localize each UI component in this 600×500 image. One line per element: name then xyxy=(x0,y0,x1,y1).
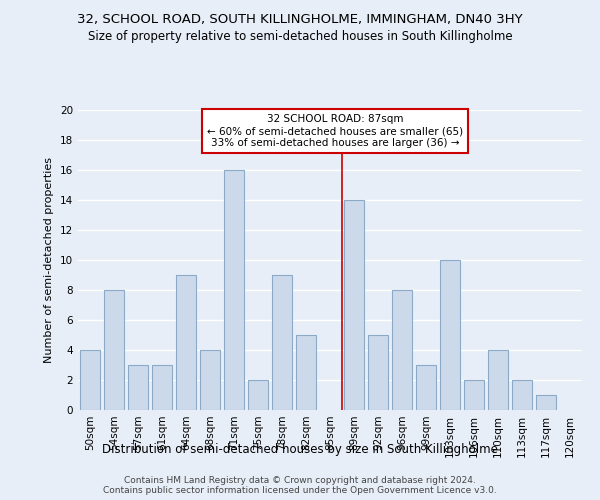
Bar xyxy=(368,335,388,410)
Bar xyxy=(104,290,124,410)
Bar xyxy=(152,365,172,410)
Bar xyxy=(176,275,196,410)
Bar xyxy=(416,365,436,410)
Bar xyxy=(272,275,292,410)
Bar xyxy=(464,380,484,410)
Bar xyxy=(344,200,364,410)
Bar xyxy=(536,395,556,410)
Text: Distribution of semi-detached houses by size in South Killingholme: Distribution of semi-detached houses by … xyxy=(102,442,498,456)
Bar xyxy=(128,365,148,410)
Bar xyxy=(488,350,508,410)
Text: Size of property relative to semi-detached houses in South Killingholme: Size of property relative to semi-detach… xyxy=(88,30,512,43)
Text: 32, SCHOOL ROAD, SOUTH KILLINGHOLME, IMMINGHAM, DN40 3HY: 32, SCHOOL ROAD, SOUTH KILLINGHOLME, IMM… xyxy=(77,12,523,26)
Bar xyxy=(296,335,316,410)
Bar xyxy=(248,380,268,410)
Bar xyxy=(224,170,244,410)
Bar xyxy=(200,350,220,410)
Bar xyxy=(440,260,460,410)
Bar xyxy=(512,380,532,410)
Y-axis label: Number of semi-detached properties: Number of semi-detached properties xyxy=(44,157,55,363)
Bar xyxy=(392,290,412,410)
Text: 32 SCHOOL ROAD: 87sqm
← 60% of semi-detached houses are smaller (65)
33% of semi: 32 SCHOOL ROAD: 87sqm ← 60% of semi-deta… xyxy=(207,114,463,148)
Text: Contains HM Land Registry data © Crown copyright and database right 2024.
Contai: Contains HM Land Registry data © Crown c… xyxy=(103,476,497,495)
Bar xyxy=(80,350,100,410)
